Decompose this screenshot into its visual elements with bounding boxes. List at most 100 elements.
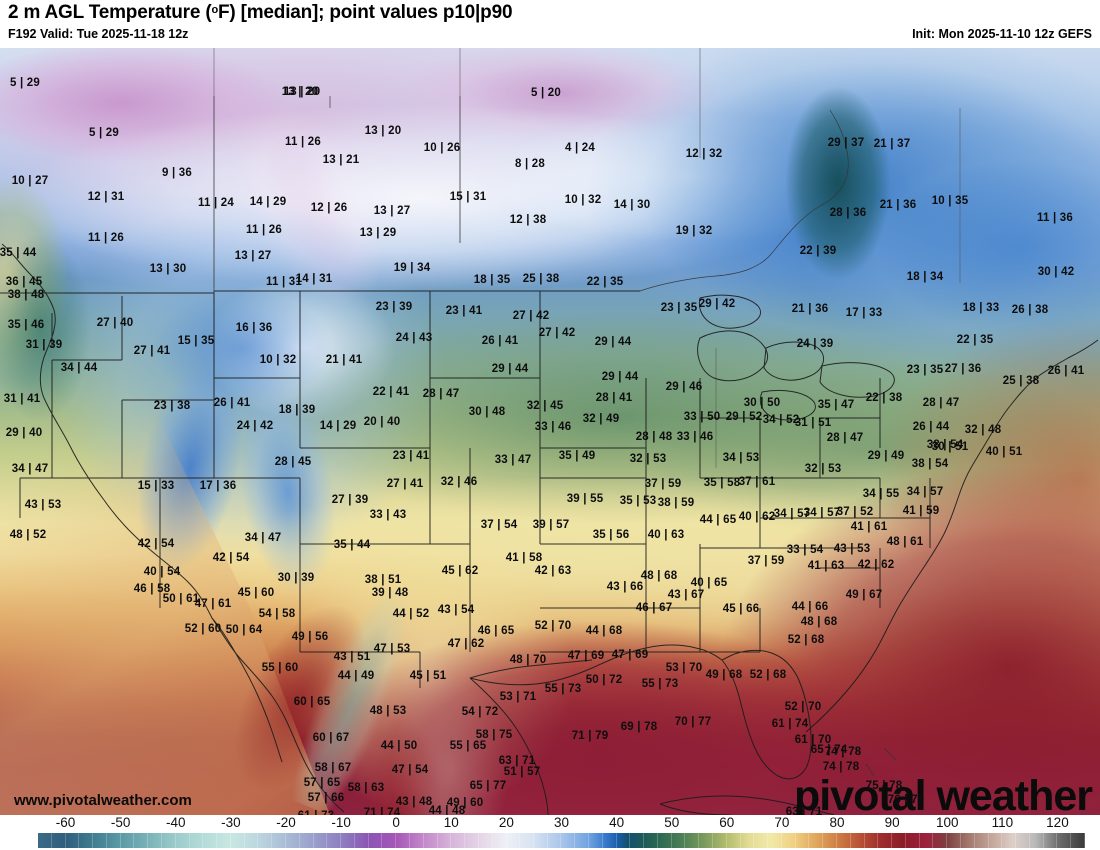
page-title: 2 m AGL Temperature (oF) [median]; point…: [8, 2, 513, 23]
point-value-label: 41 | 63: [807, 560, 845, 572]
point-value-label: 46 | 65: [477, 625, 515, 637]
point-value-label: 17 | 36: [199, 480, 237, 492]
point-value-label: 27 | 40: [96, 317, 134, 329]
colorbar-segment: [658, 833, 672, 848]
colorbar-segment: [796, 833, 810, 848]
point-value-label: 43 | 66: [606, 581, 644, 593]
colorbar-segment: [314, 833, 328, 848]
point-value-label: 11 | 31: [266, 276, 302, 288]
colorbar-segment: [562, 833, 576, 848]
colorbar-segment: [575, 833, 590, 848]
point-value-label: 28 | 47: [422, 388, 460, 400]
colorbar-segment: [644, 833, 658, 848]
colorbar-segment: [493, 833, 507, 848]
point-value-label: 48 | 52: [9, 529, 47, 541]
point-value-label: 14 | 31: [295, 273, 333, 285]
point-value-label: 11 | 26: [88, 232, 124, 244]
point-value-label: 36 | 45: [5, 276, 43, 288]
point-value-label: 44 | 65: [699, 514, 737, 526]
point-value-label: 31 | 41: [3, 393, 41, 405]
point-value-label: 23 | 39: [375, 301, 413, 313]
point-value-label: 69 | 78: [620, 721, 658, 733]
point-value-label: 58 | 67: [314, 762, 352, 774]
point-value-label: 45 | 60: [237, 587, 275, 599]
colorbar-tick: -40: [165, 815, 186, 830]
point-value-label: 24 | 42: [236, 420, 274, 432]
colorbar-segment: [672, 833, 686, 848]
point-value-label: 49 | 68: [705, 669, 743, 681]
point-value-label: 13 | 27: [373, 205, 411, 217]
point-value-label: 17 | 33: [845, 307, 883, 319]
point-value-label: 12 | 32: [685, 148, 723, 160]
point-value-label: 34 | 47: [244, 532, 282, 544]
point-value-label: 30 | 42: [1037, 266, 1075, 278]
colorbar-segment: [355, 833, 369, 848]
point-value-label: 43 | 51: [333, 651, 371, 663]
point-value-label: 75 | 78: [865, 780, 903, 792]
point-value-label: 34 | 57: [906, 486, 944, 498]
init-time-label: Init: Mon 2025-11-10 12z GEFS: [912, 27, 1092, 41]
colorbar-segment: [782, 833, 796, 848]
point-value-label: 55 | 73: [641, 678, 679, 690]
point-value-label: 37 | 52: [836, 506, 874, 518]
colorbar-tick: -50: [110, 815, 131, 830]
point-value-label: 32 | 53: [804, 463, 842, 475]
point-value-label: 26 | 41: [213, 397, 251, 409]
colorbar-tick-labels: -60 -50 -40 -30 -20 -10 0 10 20 30 40 50 60 70 80 90 100…: [0, 815, 1100, 832]
point-value-label: 65 | 77: [469, 780, 507, 792]
point-value-label: 14 | 30: [613, 199, 651, 211]
colorbar-segment: [148, 833, 162, 848]
point-value-label: 38 | 54: [911, 458, 949, 470]
point-value-label: 33 | 47: [494, 454, 532, 466]
colorbar-tick: 70: [774, 815, 790, 830]
colorbar-tick: 80: [829, 815, 845, 830]
point-value-label: 55 | 60: [261, 662, 299, 674]
point-value-label: 61 | 70: [794, 734, 832, 746]
colorbar-segment: [906, 833, 920, 848]
colorbar-tick: 60: [719, 815, 735, 830]
point-value-label: 34 | 44: [60, 362, 98, 374]
colorbar-segment: [933, 833, 948, 848]
point-value-label: 21 | 41: [325, 354, 363, 366]
point-value-label: 21 | 36: [879, 199, 917, 211]
point-value-label: 40 | 62: [738, 511, 776, 523]
colorbar-segment: [823, 833, 838, 848]
colorbar-segment: [603, 833, 617, 848]
point-value-label: 22 | 35: [956, 334, 994, 346]
colorbar-tick: -30: [221, 815, 241, 830]
temperature-map[interactable]: www.pivotalweather.com pivotal weather 5…: [0, 48, 1100, 815]
point-value-label: 35 | 53: [619, 495, 657, 507]
point-value-label: 13 | 21: [322, 154, 360, 166]
point-value-label: 28 | 47: [826, 432, 864, 444]
point-value-label: 63 | 71: [785, 806, 823, 815]
colorbar-segment: [741, 833, 755, 848]
point-value-label: 16 | 36: [235, 322, 273, 334]
point-value-label: 60 | 67: [312, 732, 350, 744]
point-value-label: 23 | 38: [153, 400, 191, 412]
colorbar-segment: [134, 833, 149, 848]
point-value-label: 27 | 39: [331, 494, 369, 506]
point-value-label: 23 | 41: [392, 450, 430, 462]
point-value-label: 38 | 48: [7, 289, 45, 301]
point-value-label: 52 | 68: [749, 669, 787, 681]
point-value-label: 45 | 66: [722, 603, 760, 615]
point-value-label: 29 | 52: [725, 411, 763, 423]
point-value-label: 61 | 73: [298, 810, 335, 815]
point-value-label: 11 | 26: [246, 224, 282, 236]
point-value-label: 12 | 26: [310, 202, 348, 214]
point-value-label: 57 | 65: [303, 777, 341, 789]
point-value-label: 15 | 33: [137, 480, 175, 492]
point-value-label: 27 | 42: [512, 310, 550, 322]
point-value-label: 10 | 35: [931, 195, 969, 207]
colorbar-tick: 50: [664, 815, 680, 830]
colorbar-segment: [975, 833, 989, 848]
colorbar-segment: [768, 833, 782, 848]
point-value-label: 45 | 51: [409, 670, 447, 682]
point-value-label: 54 | 72: [461, 706, 499, 718]
colorbar-segment: [947, 833, 961, 848]
point-value-label: 61 | 74: [771, 718, 809, 730]
point-value-label: 43 | 53: [833, 543, 871, 555]
point-value-label: 26 | 41: [481, 335, 519, 347]
point-value-label: 24 | 39: [796, 338, 834, 350]
point-value-label: 26 | 38: [1011, 304, 1049, 316]
